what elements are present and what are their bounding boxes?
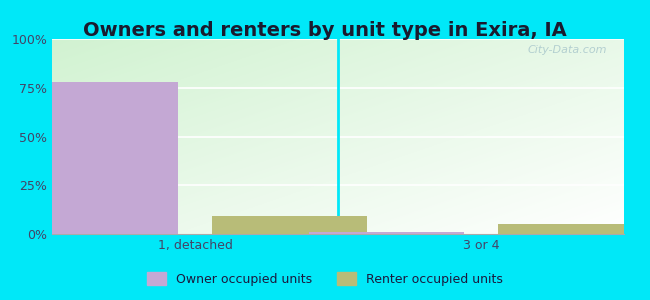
Text: Owners and renters by unit type in Exira, IA: Owners and renters by unit type in Exira…: [83, 21, 567, 40]
Bar: [309, 232, 464, 234]
Text: City-Data.com: City-Data.com: [527, 45, 607, 55]
Bar: [498, 224, 650, 234]
Legend: Owner occupied units, Renter occupied units: Owner occupied units, Renter occupied un…: [142, 267, 508, 291]
Bar: [212, 217, 367, 234]
Bar: [23, 82, 178, 234]
